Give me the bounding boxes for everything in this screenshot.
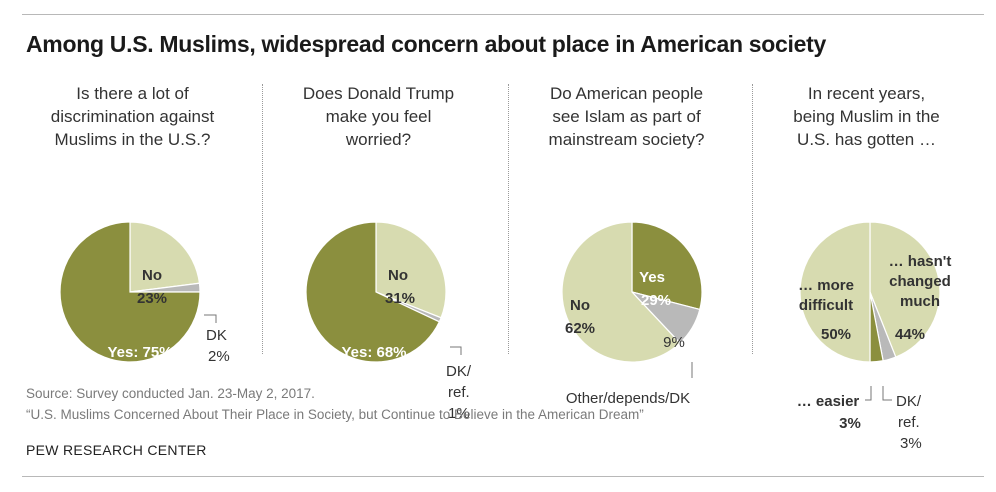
label-dk: DK: [206, 327, 227, 344]
label-dk-ref: DK/ref.: [446, 363, 472, 401]
value-yes: 29%: [641, 292, 671, 309]
label-yes: Yes: 75%: [107, 344, 172, 361]
pie-panel-trump-worry: Does Donald Trump make you feel worried?…: [256, 82, 501, 422]
dk-leader-line: [450, 346, 462, 355]
panel-question: In recent years, being Muslim in the U.S…: [793, 84, 940, 149]
value-more-difficult: 50%: [821, 326, 851, 343]
organization-name: PEW RESEARCH CENTER: [26, 442, 207, 458]
pie-chart-trump-worry: No 31% Yes: 68% DK/ref. 1%: [305, 221, 472, 422]
top-rule: [22, 14, 984, 15]
pie-slice-3: [799, 221, 871, 363]
pie-panel-being-muslim: In recent years, being Muslim in the U.S…: [744, 82, 989, 452]
value-easier: 3%: [839, 415, 861, 432]
dk-leader-line: [204, 314, 217, 323]
bottom-rule: [22, 476, 984, 477]
label-no: No: [142, 267, 162, 284]
value-dk-ref: 1%: [448, 405, 470, 422]
label-unchanged: … hasn't changed much: [889, 253, 952, 310]
chart-title: Among U.S. Muslims, widespread concern a…: [26, 31, 826, 57]
pie-chart-discrimination: No 23% Yes: 75% DK 2%: [59, 221, 230, 365]
label-no: No: [388, 267, 408, 284]
easier-leader-line: [865, 386, 872, 401]
value-no: 62%: [565, 320, 595, 337]
pie-slice-2: [59, 221, 201, 363]
label-no: No: [570, 297, 590, 314]
panel-divider: [752, 84, 753, 354]
value-no: 23%: [137, 290, 167, 307]
value-other: 9%: [663, 334, 685, 351]
panel-question: Is there a lot of discrimination against…: [50, 84, 215, 149]
panel-question: Do American people see Islam as part of …: [548, 84, 705, 149]
value-dk: 2%: [208, 348, 230, 365]
pie-slice-0: [631, 221, 703, 311]
pie-slice-2: [561, 221, 681, 363]
source-note: Source: Survey conducted Jan. 23-May 2, …: [26, 386, 315, 401]
panel-divider: [262, 84, 263, 354]
label-yes: Yes: 68%: [341, 344, 406, 361]
value-no: 31%: [385, 290, 415, 307]
label-yes: Yes: [639, 269, 665, 286]
pie-slice-0: [869, 221, 941, 358]
pie-slice-2: [305, 221, 441, 363]
report-title-note: “U.S. Muslims Concerned About Their Plac…: [26, 407, 644, 422]
pie-slice-0: [375, 221, 447, 319]
pie-panel-mainstream: Do American people see Islam as part of …: [504, 82, 749, 407]
panel-question: Does Donald Trump make you feel worried?: [302, 84, 455, 149]
pie-slice-0: [129, 221, 201, 293]
label-more-difficult: … more difficult: [798, 277, 854, 314]
label-dk-ref: DK/ref.: [896, 393, 922, 431]
label-other: Other/depends/DK: [566, 390, 690, 407]
value-dk-ref: 3%: [900, 435, 922, 452]
label-easier: … easier: [797, 393, 860, 410]
pie-panel-discrimination: Is there a lot of discrimination against…: [10, 82, 255, 372]
dk-leader-line: [882, 386, 892, 401]
pie-chart-mainstream: Yes 29% No 62% 9% Other/depends/DK: [561, 221, 703, 407]
panel-divider: [508, 84, 509, 354]
pie-chart-being-muslim: … hasn't changed much 44% … more difficult …: [797, 221, 952, 452]
value-unchanged: 44%: [895, 326, 925, 343]
